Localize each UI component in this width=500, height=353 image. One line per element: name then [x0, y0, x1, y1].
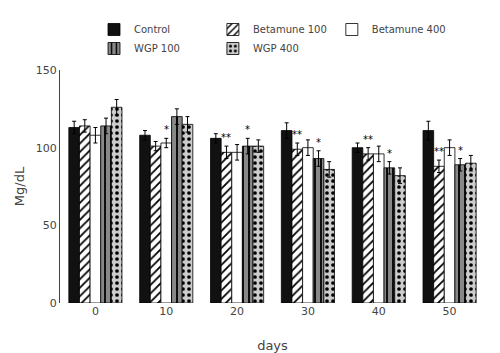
svg-text:0: 0	[92, 305, 99, 318]
svg-text:*: *	[245, 124, 250, 135]
svg-text:**: **	[434, 146, 444, 157]
svg-text:150: 150	[36, 64, 57, 77]
svg-text:50: 50	[43, 219, 57, 232]
svg-text:Mg/dL: Mg/dL	[12, 166, 27, 206]
svg-text:days: days	[257, 338, 288, 353]
svg-text:*: *	[458, 145, 463, 156]
svg-text:**: **	[363, 134, 373, 145]
svg-text:50: 50	[443, 305, 457, 318]
svg-text:100: 100	[36, 142, 57, 155]
svg-text:**: **	[221, 132, 231, 143]
svg-text:*: *	[316, 137, 321, 148]
svg-text:**: **	[292, 129, 302, 140]
svg-text:10: 10	[159, 305, 173, 318]
svg-text:Control: Control	[134, 24, 170, 35]
svg-text:Betamune 400: Betamune 400	[372, 24, 446, 35]
svg-text:40: 40	[372, 305, 386, 318]
svg-text:WGP 400: WGP 400	[253, 43, 299, 54]
svg-text:30: 30	[301, 305, 315, 318]
svg-text:*: *	[164, 124, 169, 135]
svg-text:0: 0	[50, 297, 57, 310]
svg-text:WGP 100: WGP 100	[134, 43, 180, 54]
svg-text:20: 20	[230, 305, 244, 318]
svg-text:Betamune 100: Betamune 100	[253, 24, 327, 35]
svg-text:*: *	[387, 148, 392, 159]
